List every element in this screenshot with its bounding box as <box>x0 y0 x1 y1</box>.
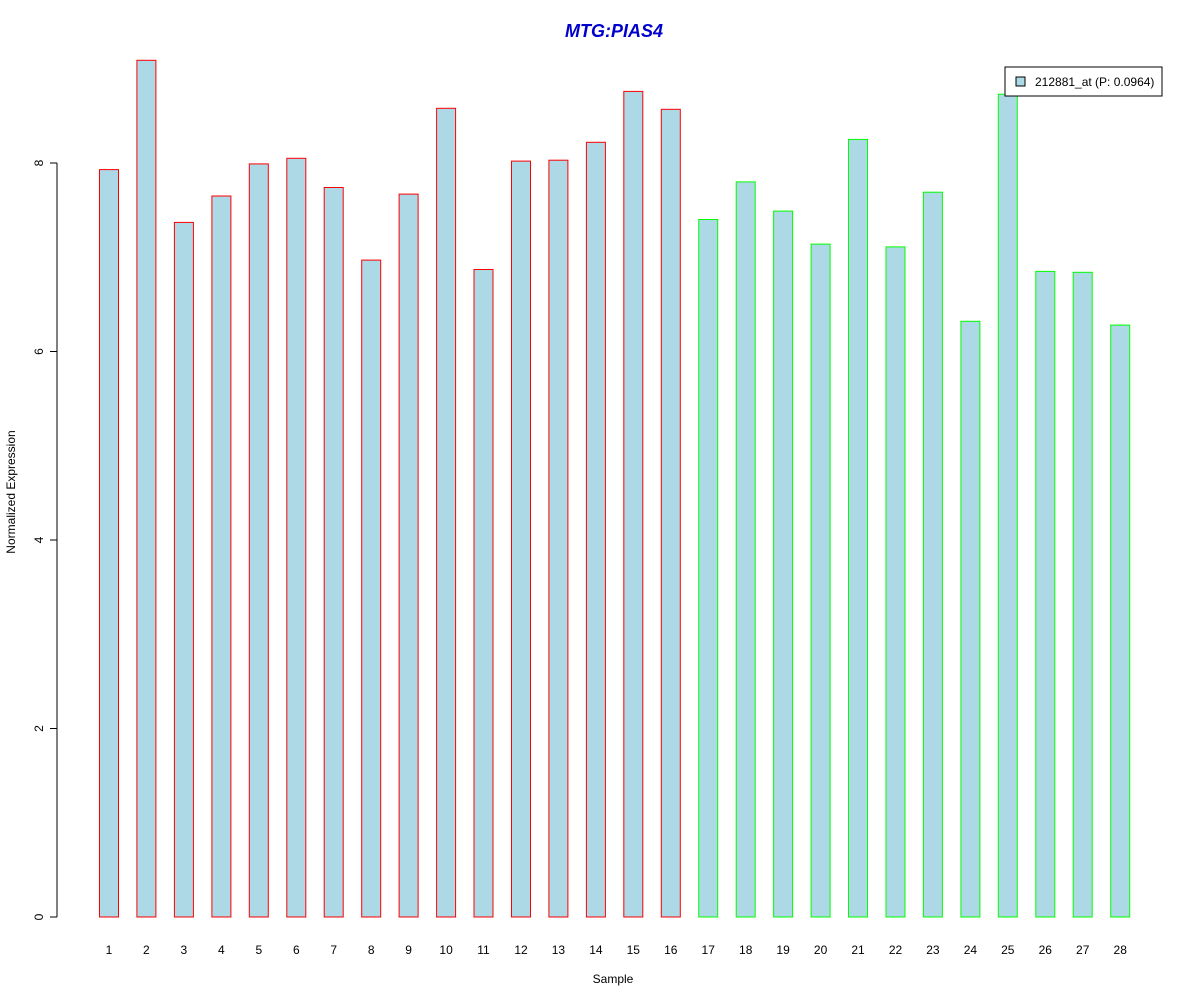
y-axis: 0 2 4 6 8 <box>32 159 58 920</box>
bar-sample-20 <box>810 243 831 918</box>
y-tick-label: 4 <box>32 536 46 543</box>
x-tick-label: 19 <box>776 943 790 957</box>
x-tick-label: 28 <box>1114 943 1128 957</box>
x-tick-label: 10 <box>439 943 453 957</box>
x-tick-label: 1 <box>106 943 113 957</box>
x-tick-label: 7 <box>330 943 337 957</box>
x-tick-label: 16 <box>664 943 678 957</box>
bar-sample-26 <box>1035 270 1056 918</box>
x-tick-label: 6 <box>293 943 300 957</box>
bar-sample-17 <box>698 219 719 918</box>
y-tick-label: 8 <box>32 159 46 166</box>
bar-sample-23 <box>922 191 943 918</box>
x-tick-label: 12 <box>514 943 528 957</box>
y-tick-label: 0 <box>32 913 46 920</box>
bar-sample-6 <box>286 157 307 918</box>
x-tick-label: 13 <box>552 943 566 957</box>
x-tick-label: 22 <box>889 943 903 957</box>
legend: 212881_at (P: 0.0964) <box>1004 66 1163 97</box>
bar-sample-11 <box>473 269 494 918</box>
bar-sample-1 <box>99 169 119 918</box>
x-tick-label: 3 <box>181 943 188 957</box>
legend-label: 212881_at (P: 0.0964) <box>1035 75 1154 89</box>
x-tick-label: 21 <box>851 943 865 957</box>
bar-sample-3 <box>173 221 194 918</box>
x-tick-label: 25 <box>1001 943 1015 957</box>
bar-sample-5 <box>248 163 269 918</box>
x-tick-label: 26 <box>1039 943 1053 957</box>
legend-box <box>1004 66 1163 97</box>
chart-title: MTG:PIAS4 <box>565 21 663 41</box>
bar-sample-2 <box>136 59 157 918</box>
bar-sample-16 <box>660 108 681 918</box>
bar-sample-13 <box>548 159 569 918</box>
x-tick-label: 14 <box>589 943 603 957</box>
x-tick-label: 27 <box>1076 943 1090 957</box>
bars <box>99 59 1131 918</box>
bar-sample-27 <box>1072 271 1093 918</box>
x-tick-label: 24 <box>964 943 978 957</box>
bar-sample-24 <box>960 320 981 918</box>
bar-sample-25 <box>997 93 1018 918</box>
bar-sample-12 <box>511 160 531 918</box>
bar-sample-4 <box>211 195 232 918</box>
bar-sample-22 <box>885 246 906 918</box>
x-axis-label: Sample <box>593 972 634 986</box>
bar-sample-21 <box>848 138 868 918</box>
bar-sample-7 <box>323 187 344 918</box>
x-tick-label: 11 <box>477 943 490 957</box>
x-tick-label: 9 <box>405 943 412 957</box>
bar-sample-14 <box>585 141 606 918</box>
x-tick-label: 17 <box>702 943 716 957</box>
bar-sample-18 <box>735 181 756 918</box>
x-tick-label: 18 <box>739 943 753 957</box>
legend-swatch <box>1015 76 1026 87</box>
x-tick-label: 23 <box>926 943 940 957</box>
y-tick-label: 2 <box>32 725 46 732</box>
y-axis-label: Normalized Expression <box>4 430 18 553</box>
y-tick-label: 6 <box>32 348 46 355</box>
bar-sample-8 <box>361 259 382 918</box>
bar-sample-10 <box>436 107 457 918</box>
x-tick-label: 2 <box>143 943 150 957</box>
x-tick-labels: 1 2 3 4 5 6 7 8 9 10 11 12 13 14 15 16 17 18 19 20 21 22 23 24 2… <box>106 943 1128 957</box>
x-tick-label: 4 <box>218 943 225 957</box>
x-tick-label: 8 <box>368 943 375 957</box>
bar-sample-15 <box>623 90 644 918</box>
x-tick-label: 15 <box>627 943 641 957</box>
bar-sample-28 <box>1110 324 1131 918</box>
bar-sample-9 <box>398 193 419 918</box>
x-tick-label: 5 <box>255 943 262 957</box>
bar-sample-19 <box>773 210 794 918</box>
x-tick-label: 20 <box>814 943 828 957</box>
